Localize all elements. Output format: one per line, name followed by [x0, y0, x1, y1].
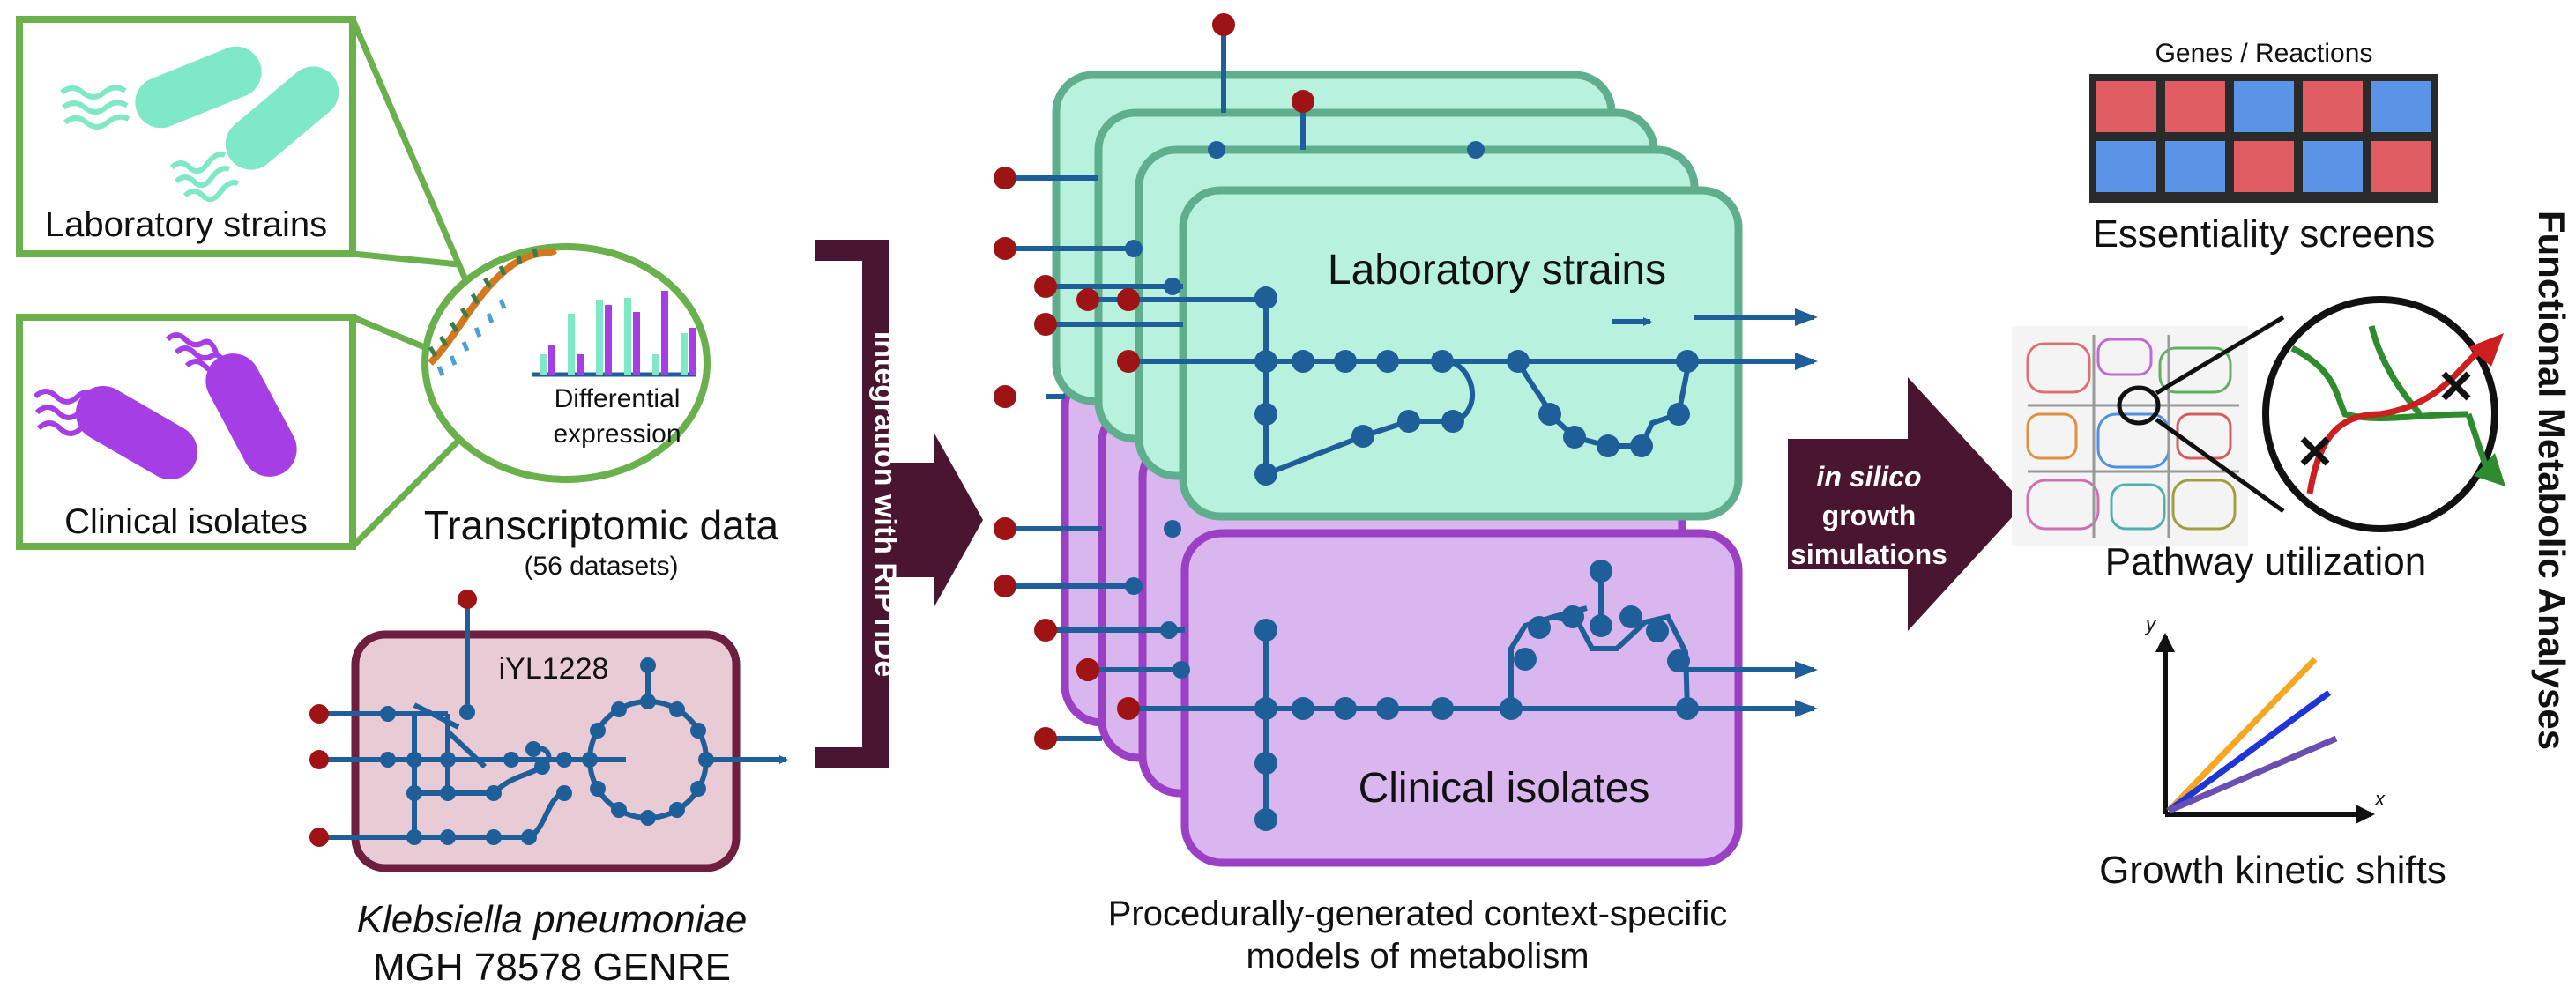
- heatmap-cell: [2371, 141, 2431, 192]
- genre-nodes: [380, 657, 714, 845]
- pathway-label: Pathway utilization: [2105, 540, 2426, 583]
- transcriptomic-ellipse: Differential expression: [421, 243, 711, 483]
- simulation-line3: simulations: [1791, 538, 1947, 570]
- lab-strains-box: Laboratory strains: [16, 16, 356, 257]
- right-panel: Genes / Reactions Essentiality screens: [2012, 39, 2572, 892]
- genre-model-name: iYL1228: [499, 652, 609, 686]
- heatmap-cell: [2234, 81, 2294, 132]
- heatmap-cell: [2096, 81, 2156, 132]
- genre-caption-organism: Klebsiella pneumoniae: [357, 898, 748, 941]
- simulation-line2: growth: [1822, 500, 1917, 531]
- genre-caption-strain: MGH 78578 GENRE: [373, 946, 731, 989]
- integration-label: Integration with RIPTiDe: [868, 331, 902, 677]
- differential-line2: expression: [553, 419, 681, 449]
- dna-strand-icon: [428, 247, 558, 376]
- essentiality-heatmap: [2089, 74, 2438, 203]
- differential-line1: Differential: [555, 384, 681, 413]
- heatmap-cell: [2303, 81, 2363, 132]
- genre-input-nodes: [309, 590, 477, 847]
- clinical-bacterium-icon: [33, 332, 297, 479]
- transcriptomic-title: Transcriptomic data: [424, 502, 779, 548]
- simulation-arrow: in silico growth simulations: [1788, 377, 2024, 631]
- pathway-map-thumbnail: [2012, 315, 2285, 546]
- transcriptomic-subtitle: (56 datasets): [524, 552, 678, 581]
- heatmap-cell: [2165, 141, 2225, 192]
- clinical-front-network: [1076, 560, 1818, 831]
- expression-bar-chart: [532, 291, 696, 377]
- heatmap-cell: [2165, 81, 2225, 132]
- clinical-models-label: Clinical isolates: [1359, 765, 1650, 812]
- heatmap-cell: [2371, 81, 2431, 132]
- heatmap-cell: [2096, 141, 2156, 192]
- middle-caption-line2: models of metabolism: [1246, 937, 1589, 976]
- integration-bracket: Integration with RIPTiDe: [815, 240, 983, 768]
- vertical-title: Functional Metabolic Analyses: [2531, 211, 2572, 750]
- heatmap-title: Genes / Reactions: [2155, 39, 2373, 68]
- clinical-isolates-label: Clinical isolates: [64, 502, 308, 541]
- lab-models-label: Laboratory strains: [1328, 247, 1666, 293]
- genre-model-box: iYL1228: [309, 590, 788, 872]
- essentiality-label: Essentiality screens: [2093, 212, 2436, 256]
- lab-bacterium-icon: [60, 46, 339, 203]
- clinical-isolates-box: Clinical isolates: [16, 314, 356, 550]
- stack-mid-nodes: [1125, 141, 1485, 679]
- simulation-line1: in silico: [1816, 461, 1921, 493]
- y-axis-label: y: [2144, 613, 2157, 635]
- heatmap-cell: [2303, 141, 2363, 192]
- heatmap-cell: [2234, 141, 2294, 192]
- middle-panel: Laboratory strains Clinical is: [994, 13, 1818, 976]
- middle-caption-line1: Procedurally-generated context-specific: [1108, 894, 1728, 933]
- lab-front-network: [1117, 286, 1818, 486]
- left-panel: Laboratory strains Clinical isolates: [16, 16, 788, 989]
- growth-kinetics-plot: y x: [2144, 613, 2386, 824]
- x-axis-label: x: [2374, 788, 2386, 810]
- growth-label: Growth kinetic shifts: [2099, 849, 2446, 892]
- lab-strains-label: Laboratory strains: [45, 205, 327, 244]
- pathway-zoom-circle: [2262, 296, 2505, 532]
